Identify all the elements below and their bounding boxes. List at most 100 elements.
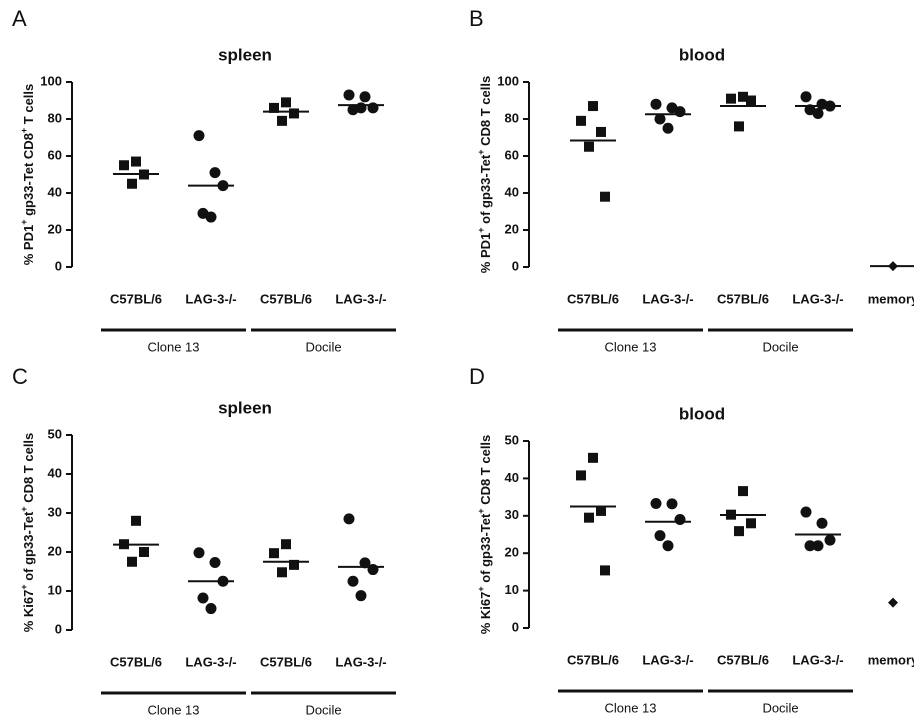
- x-tick-label: LAG-3-/-: [185, 291, 236, 306]
- group-label: Docile: [762, 339, 798, 354]
- x-tick-label: LAG-3-/-: [335, 654, 386, 669]
- group-label: Clone 13: [147, 339, 199, 354]
- y-axis-label-part: +: [19, 584, 29, 589]
- y-axis-label: % Ki67+ of gp33-Tet+ CD8 T cells: [476, 435, 493, 635]
- panel-label: C: [12, 364, 28, 389]
- data-point: [277, 115, 287, 126]
- data-point: [347, 575, 359, 587]
- y-tick-label: 20: [48, 221, 62, 236]
- y-axis-label-part: CD8 T cells: [21, 433, 36, 507]
- data-point: [367, 564, 379, 576]
- y-axis-label-part: of gp33-Tet: [478, 513, 493, 586]
- y-axis-label-part: % PD1: [478, 233, 493, 273]
- data-point: [355, 590, 367, 602]
- data-point: [746, 95, 756, 106]
- data-point: [197, 592, 209, 604]
- data-point: [816, 517, 828, 529]
- data-point: [289, 108, 299, 119]
- data-point: [738, 486, 748, 497]
- data-point: [359, 557, 371, 569]
- data-point: [355, 102, 367, 114]
- y-tick-label: 30: [505, 507, 519, 522]
- y-axis-label-part: +: [19, 506, 29, 511]
- y-tick-label: 40: [48, 465, 62, 480]
- y-axis-label: % Ki67+ of gp33-Tet+ CD8 T cells: [19, 433, 36, 633]
- x-tick-label: LAG-3-/-: [335, 291, 386, 306]
- y-tick-label: 20: [505, 545, 519, 560]
- group-label: Docile: [762, 700, 798, 715]
- data-point: [127, 178, 137, 189]
- data-point: [281, 539, 291, 550]
- data-point: [666, 498, 678, 510]
- y-axis-label-part: % Ki67: [21, 590, 36, 633]
- x-tick-label: C57BL/6: [717, 291, 769, 306]
- y-axis-label-part: +: [476, 227, 486, 232]
- data-point: [277, 567, 287, 578]
- x-tick-label: C57BL/6: [260, 654, 312, 669]
- y-tick-label: 0: [55, 621, 62, 636]
- y-axis-label-part: % PD1: [21, 225, 36, 265]
- data-point: [576, 115, 586, 126]
- data-point: [359, 91, 371, 103]
- data-point: [139, 547, 149, 557]
- data-point: [734, 121, 744, 132]
- group-label: Clone 13: [604, 700, 656, 715]
- data-point: [650, 497, 662, 509]
- data-point: [269, 548, 279, 559]
- y-tick-label: 100: [40, 73, 62, 88]
- y-tick-label: 40: [48, 184, 62, 199]
- data-point: [209, 557, 221, 569]
- x-tick-label: LAG-3-/-: [642, 291, 693, 306]
- data-point: [343, 513, 355, 525]
- data-point: [662, 540, 674, 552]
- chart-title: spleen: [218, 398, 272, 417]
- y-tick-label: 40: [505, 470, 519, 485]
- panel-label: B: [469, 6, 484, 31]
- y-axis-label-part: CD8 T cells: [478, 76, 493, 150]
- data-point: [596, 126, 606, 137]
- data-point: [738, 91, 748, 102]
- y-axis-label-part: +: [476, 150, 486, 155]
- data-point: [654, 113, 666, 125]
- y-axis-label-part: +: [476, 508, 486, 513]
- chart-title: spleen: [218, 45, 272, 64]
- y-axis-label-part: +: [19, 128, 29, 133]
- x-tick-label: C57BL/6: [567, 652, 619, 667]
- x-tick-label: LAG-3-/-: [642, 652, 693, 667]
- panel-label: D: [469, 364, 485, 389]
- y-axis-label-part: gp33-Tet CD8: [21, 133, 36, 219]
- data-point: [812, 540, 824, 552]
- data-point: [588, 101, 598, 112]
- y-tick-label: 40: [505, 184, 519, 199]
- chart-title: blood: [679, 404, 725, 423]
- y-axis-label-part: CD8 T cells: [478, 435, 493, 509]
- data-point: [888, 597, 898, 608]
- data-point: [119, 160, 129, 171]
- x-tick-label: memory: [868, 652, 914, 667]
- data-point: [584, 512, 594, 523]
- y-tick-label: 80: [48, 110, 62, 125]
- y-tick-label: 100: [497, 73, 519, 88]
- y-tick-label: 0: [55, 258, 62, 273]
- y-axis-label: % PD1+ of gp33-Tet+ CD8 T cells: [476, 76, 493, 273]
- data-point: [127, 556, 137, 567]
- y-tick-label: 20: [48, 543, 62, 558]
- y-tick-label: 30: [48, 504, 62, 519]
- data-point: [804, 540, 816, 552]
- y-tick-label: 50: [48, 426, 62, 441]
- data-point: [584, 141, 594, 152]
- data-point: [734, 526, 744, 537]
- data-point: [726, 93, 736, 104]
- data-point: [600, 565, 610, 576]
- data-point: [131, 515, 141, 526]
- data-point: [193, 130, 205, 142]
- x-tick-label: C57BL/6: [567, 291, 619, 306]
- data-point: [654, 530, 666, 542]
- data-point: [812, 107, 824, 119]
- data-point: [131, 156, 141, 167]
